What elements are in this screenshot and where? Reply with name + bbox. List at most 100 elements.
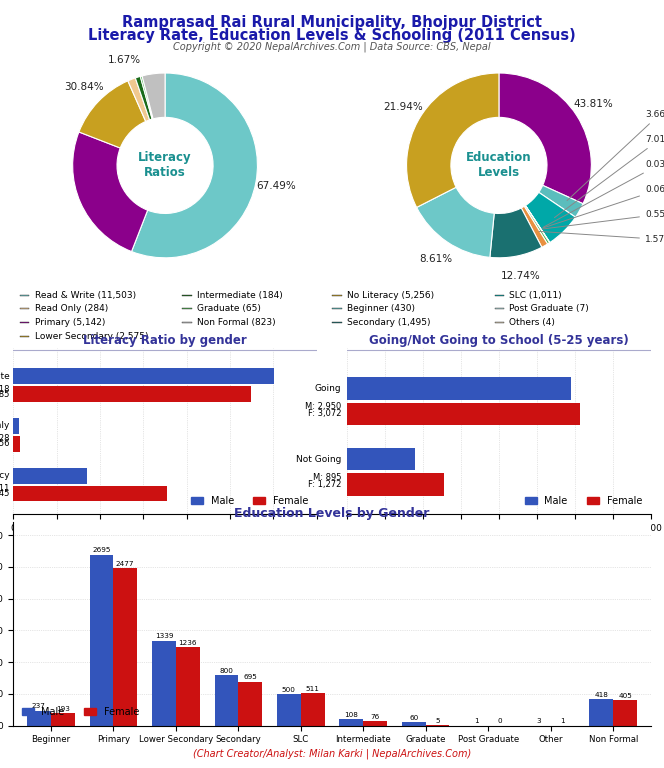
Text: 193: 193	[56, 707, 70, 712]
Text: Lower Secondary (2,575): Lower Secondary (2,575)	[35, 332, 148, 341]
FancyBboxPatch shape	[20, 336, 29, 337]
Title: Literacy Ratio by gender: Literacy Ratio by gender	[83, 334, 247, 347]
Wedge shape	[521, 207, 548, 247]
FancyBboxPatch shape	[20, 295, 29, 296]
Bar	[114, 568, 137, 726]
Text: No Literacy: No Literacy	[0, 471, 10, 480]
Text: Non Formal (823): Non Formal (823)	[197, 318, 276, 327]
Text: 1: 1	[560, 718, 565, 724]
Bar	[614, 700, 637, 726]
FancyBboxPatch shape	[20, 309, 29, 310]
Wedge shape	[406, 73, 499, 207]
Text: 800: 800	[219, 667, 233, 674]
FancyBboxPatch shape	[182, 309, 192, 310]
Text: Read & Write: Read & Write	[0, 372, 10, 381]
Wedge shape	[128, 78, 149, 121]
Wedge shape	[131, 73, 258, 258]
Text: 695: 695	[243, 674, 257, 680]
Text: M: 2,950: M: 2,950	[305, 402, 341, 411]
Bar	[214, 675, 238, 726]
Text: Beginner (430): Beginner (430)	[347, 304, 415, 313]
Text: 30.84%: 30.84%	[64, 82, 104, 92]
Bar	[238, 682, 262, 726]
Wedge shape	[490, 208, 542, 258]
Text: 76: 76	[371, 713, 380, 720]
Bar	[347, 402, 580, 425]
Bar	[50, 713, 74, 726]
Text: Graduate (65): Graduate (65)	[197, 304, 261, 313]
Text: 67.49%: 67.49%	[256, 181, 295, 191]
Wedge shape	[499, 73, 592, 204]
Text: Intermediate (184): Intermediate (184)	[197, 290, 283, 300]
Text: 1.67%: 1.67%	[108, 55, 141, 65]
Text: 1.57%: 1.57%	[539, 231, 664, 243]
Text: M: 6,018: M: 6,018	[0, 385, 10, 393]
Text: 500: 500	[282, 687, 296, 693]
Wedge shape	[539, 185, 583, 217]
Wedge shape	[72, 132, 147, 252]
Text: 405: 405	[618, 693, 632, 699]
Text: Literacy
Ratios: Literacy Ratios	[138, 151, 192, 180]
Bar	[90, 554, 114, 726]
Bar	[590, 699, 614, 726]
FancyBboxPatch shape	[332, 295, 342, 296]
Text: 237: 237	[32, 703, 46, 710]
FancyBboxPatch shape	[332, 309, 342, 310]
Text: Read & Write (11,503): Read & Write (11,503)	[35, 290, 135, 300]
Legend: Male, Female: Male, Female	[18, 703, 143, 721]
Text: M: 1,711: M: 1,711	[0, 484, 10, 493]
Bar	[13, 418, 19, 434]
Text: F: 3,545: F: 3,545	[0, 489, 10, 498]
Bar	[13, 386, 251, 402]
Wedge shape	[135, 76, 152, 120]
Text: 3.66%: 3.66%	[567, 110, 664, 200]
Title: Going/Not Going to School (5-25 years): Going/Not Going to School (5-25 years)	[369, 334, 629, 347]
Text: M: 128: M: 128	[0, 434, 10, 443]
Bar	[13, 436, 20, 452]
Text: 43.81%: 43.81%	[574, 99, 614, 109]
Bar	[13, 369, 274, 384]
FancyBboxPatch shape	[182, 322, 192, 323]
Text: 1339: 1339	[155, 634, 173, 640]
Text: 21.94%: 21.94%	[383, 101, 423, 111]
Bar	[339, 719, 363, 726]
Text: Going: Going	[315, 384, 341, 393]
Bar	[13, 468, 88, 484]
Text: Primary (5,142): Primary (5,142)	[35, 318, 105, 327]
Text: 0.55%: 0.55%	[542, 210, 664, 229]
Bar	[152, 641, 176, 726]
Text: F: 3,072: F: 3,072	[307, 409, 341, 419]
Wedge shape	[525, 206, 550, 243]
Text: 60: 60	[409, 715, 418, 720]
Text: 1: 1	[474, 718, 479, 724]
Text: Copyright © 2020 NepalArchives.Com | Data Source: CBS, Nepal: Copyright © 2020 NepalArchives.Com | Dat…	[173, 41, 491, 52]
Text: Ramprasad Rai Rural Municipality, Bhojpur District: Ramprasad Rai Rural Municipality, Bhojpu…	[122, 15, 542, 31]
Text: 2477: 2477	[116, 561, 134, 567]
Title: Education Levels by Gender: Education Levels by Gender	[234, 507, 430, 520]
Wedge shape	[524, 206, 550, 244]
Text: (Chart Creator/Analyst: Milan Karki | NepalArchives.Com): (Chart Creator/Analyst: Milan Karki | Ne…	[193, 748, 471, 759]
Text: 511: 511	[305, 686, 319, 692]
Bar	[277, 694, 301, 726]
Legend: Male, Female: Male, Female	[521, 492, 646, 509]
Text: 12.74%: 12.74%	[501, 271, 540, 281]
Text: 2695: 2695	[92, 548, 111, 553]
Bar	[402, 722, 426, 726]
Bar	[347, 377, 571, 399]
Bar	[27, 710, 50, 726]
Text: Post Graduate (7): Post Graduate (7)	[509, 304, 589, 313]
Text: 3: 3	[537, 718, 541, 724]
Text: F: 156: F: 156	[0, 439, 10, 449]
Bar	[301, 694, 325, 726]
Bar	[363, 721, 387, 726]
Text: Read Only (284): Read Only (284)	[35, 304, 108, 313]
Text: No Literacy (5,256): No Literacy (5,256)	[347, 290, 434, 300]
Text: 108: 108	[345, 712, 359, 717]
Text: Read Only: Read Only	[0, 422, 10, 431]
Text: M: 895: M: 895	[313, 473, 341, 482]
Text: F: 1,272: F: 1,272	[307, 480, 341, 489]
Bar	[13, 485, 167, 502]
Text: 0.03%: 0.03%	[543, 160, 664, 227]
Text: 1236: 1236	[179, 640, 197, 646]
Text: 7.01%: 7.01%	[554, 135, 664, 217]
